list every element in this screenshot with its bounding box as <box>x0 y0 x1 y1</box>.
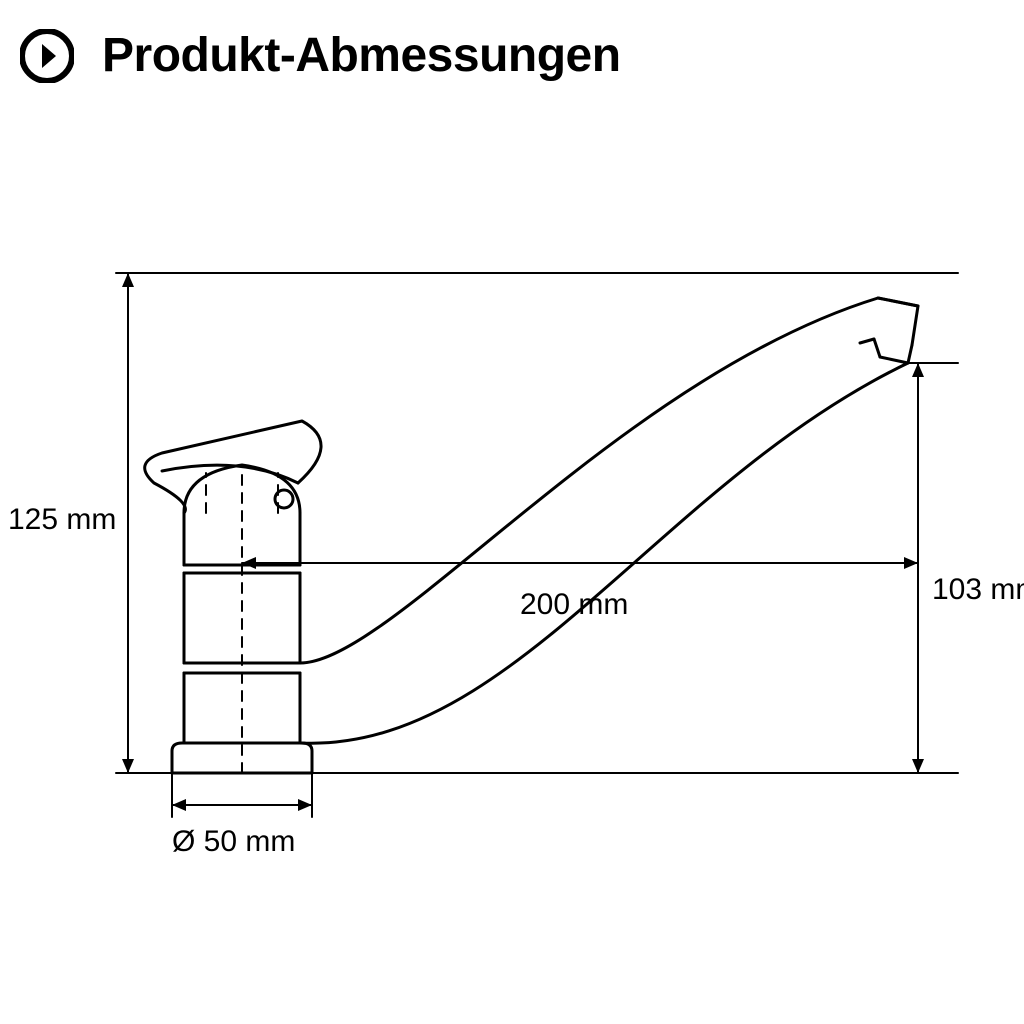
dim-spout-height: 103 mm <box>932 573 1024 607</box>
chevron-right-circle-icon <box>20 29 74 83</box>
dim-spout-reach: 200 mm <box>520 588 628 622</box>
page-title: Produkt-Abmessungen <box>102 28 621 83</box>
dimension-diagram: 125 mm 200 mm 103 mm Ø 50 mm <box>0 83 1024 983</box>
dim-base-diameter: Ø 50 mm <box>172 825 295 859</box>
dim-height-total: 125 mm <box>8 503 116 537</box>
